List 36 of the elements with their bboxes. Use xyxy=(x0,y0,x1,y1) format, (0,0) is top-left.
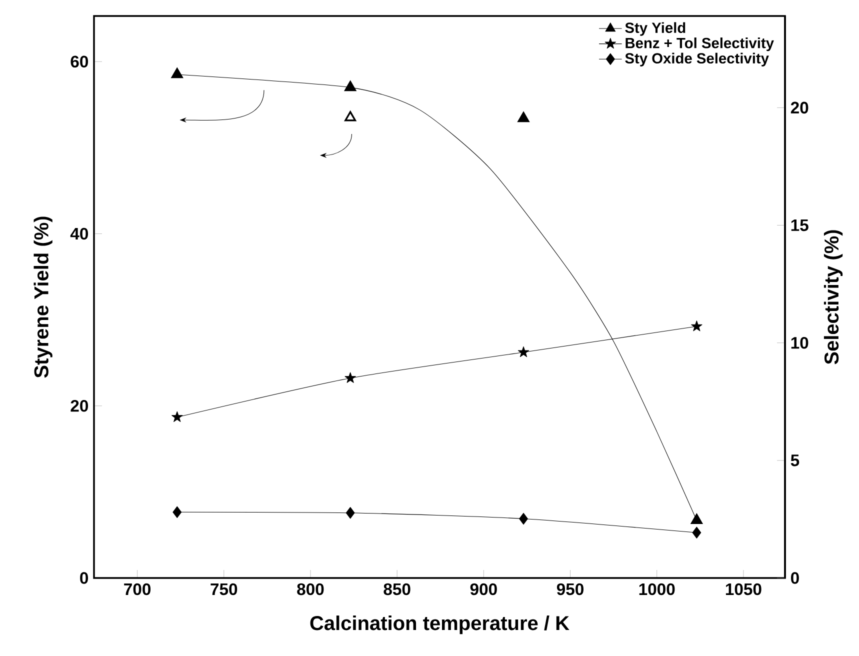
x-tick-label: 850 xyxy=(384,583,410,596)
x-tick-label: 1050 xyxy=(726,583,762,596)
y2-tick-label: 10 xyxy=(791,336,808,349)
y2-tick-label: 0 xyxy=(790,572,799,584)
y2-axis-title: Selectivity (%) xyxy=(824,230,843,364)
point xyxy=(692,526,702,538)
point xyxy=(519,512,528,525)
point xyxy=(346,506,355,519)
point xyxy=(172,411,183,422)
legend-label: Benz + Tol Selectivity xyxy=(626,37,774,52)
y2-tick-label: 20 xyxy=(790,102,808,114)
point xyxy=(690,514,702,524)
point xyxy=(691,320,702,332)
x-tick-label: 700 xyxy=(124,583,151,596)
y2-tick-label: 15 xyxy=(791,219,808,232)
legend-label: Sty Yield xyxy=(625,22,686,36)
point xyxy=(344,111,356,122)
x-tick-label: 900 xyxy=(470,583,497,596)
point xyxy=(518,346,530,358)
y-tick-label: 60 xyxy=(70,56,88,68)
y-tick-label: 20 xyxy=(70,400,88,412)
x-tick-label: 1000 xyxy=(639,583,675,596)
point xyxy=(344,372,356,383)
y-tick-label: 40 xyxy=(70,228,88,240)
y-tick-label: 0 xyxy=(80,572,88,584)
point xyxy=(518,112,530,122)
y-axis-title: Styrene Yield (%) xyxy=(34,216,52,378)
x-axis-title: Calcination temperature / K xyxy=(310,616,570,634)
point xyxy=(171,68,183,78)
x-tick-label: 750 xyxy=(210,583,238,596)
x-tick-label: 950 xyxy=(556,583,584,596)
point xyxy=(344,80,356,92)
legend-label: Sty Oxide Selectivity xyxy=(625,52,769,66)
y2-tick-label: 5 xyxy=(790,454,800,466)
x-tick-label: 800 xyxy=(297,583,324,596)
point xyxy=(172,506,182,518)
